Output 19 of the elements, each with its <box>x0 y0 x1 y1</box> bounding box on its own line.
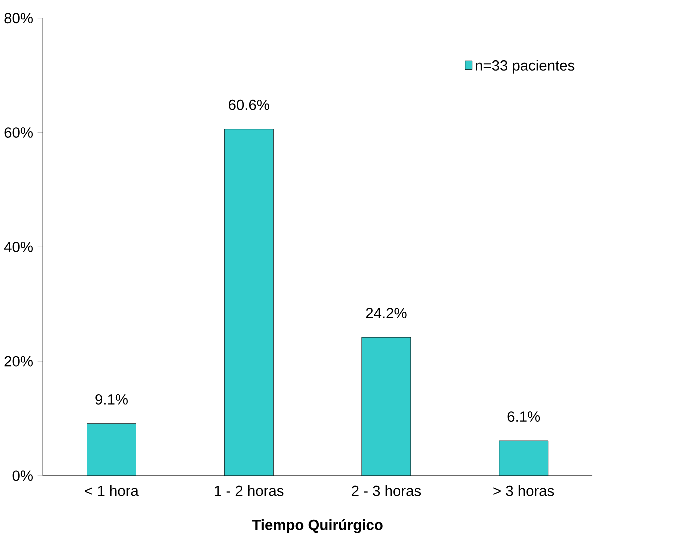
bar <box>224 129 274 476</box>
x-tick-label: 1 - 2 horas <box>215 485 284 496</box>
legend-label: n=33 pacientes <box>476 60 575 74</box>
x-tick-label: > 3 horas <box>494 485 554 496</box>
data-label: 60.6% <box>229 100 270 110</box>
data-label: 6.1% <box>508 412 540 422</box>
data-label: 24.2% <box>366 308 407 318</box>
x-tick-label: 2 - 3 horas <box>352 485 422 496</box>
bar <box>87 424 136 476</box>
y-tick-label: 60% <box>4 128 33 138</box>
y-tick-label: 40% <box>4 242 33 252</box>
y-tick-label: 80% <box>4 13 33 24</box>
data-label: 9.1% <box>96 394 128 405</box>
x-axis-title: Tiempo Quirúrgico <box>252 519 383 534</box>
y-tick-label: 20% <box>4 356 33 367</box>
x-tick-label: < 1 hora <box>85 485 139 496</box>
bar <box>499 440 549 476</box>
y-tick-label: 0% <box>12 470 33 482</box>
bar <box>362 338 411 476</box>
